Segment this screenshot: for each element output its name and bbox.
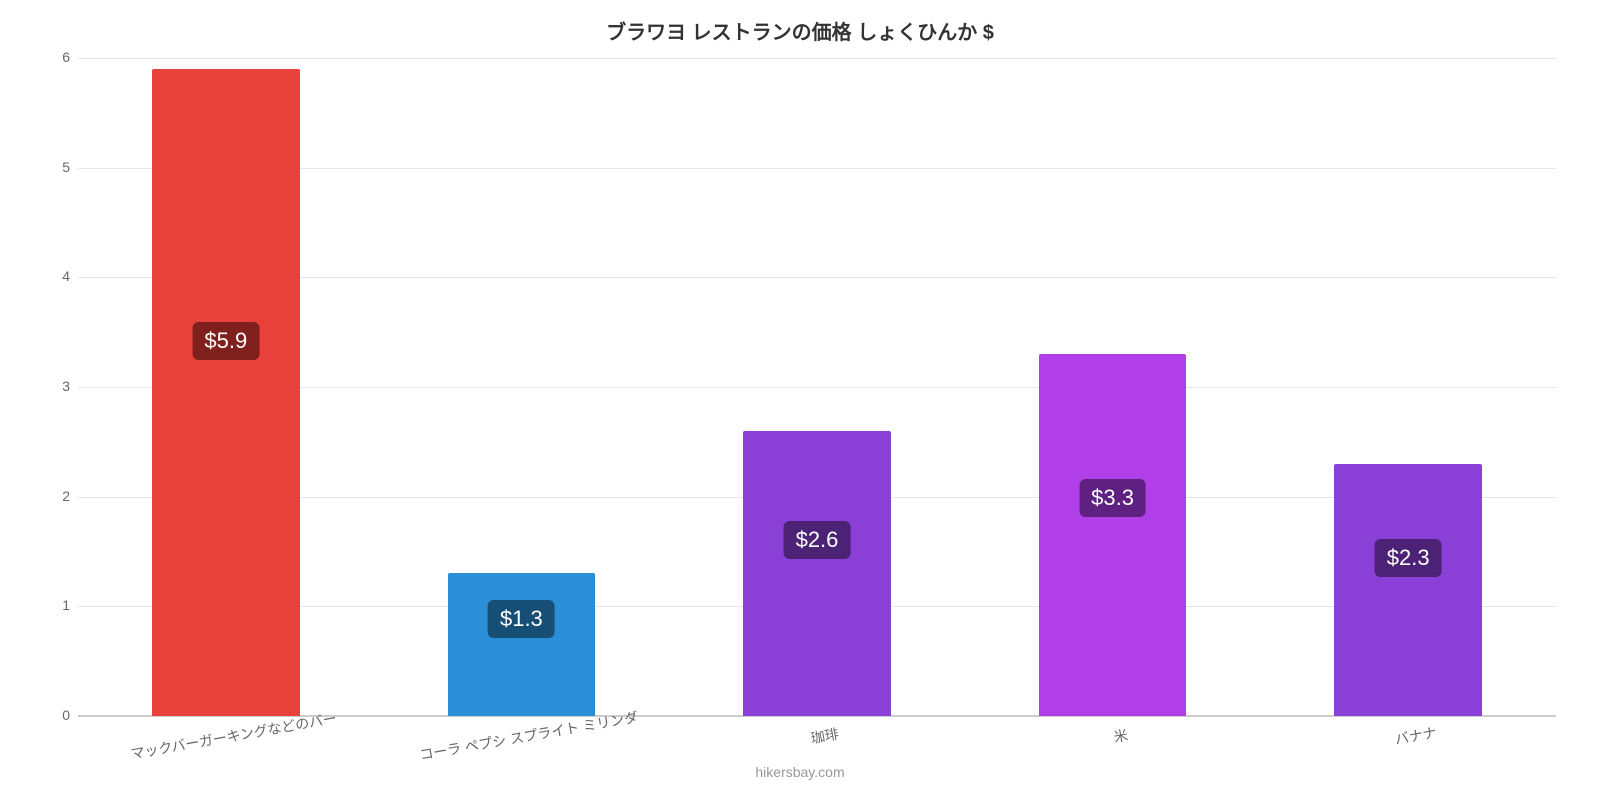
bar-value-label: $1.3 — [488, 600, 555, 638]
bar-value-label: $2.3 — [1375, 539, 1442, 577]
chart-title: ブラワヨ レストランの価格 しょくひんか $ — [0, 16, 1600, 45]
bar — [448, 573, 596, 716]
y-tick-label: 0 — [38, 707, 70, 723]
bar — [1334, 464, 1482, 716]
gridline — [78, 387, 1556, 388]
bar — [1039, 354, 1187, 716]
bar-value-label: $3.3 — [1079, 479, 1146, 517]
bar — [743, 431, 891, 716]
chart-container: ブラワヨ レストランの価格 しょくひんか $ 0123456$5.9マックバーガ… — [0, 0, 1600, 800]
gridline — [78, 168, 1556, 169]
y-tick-label: 6 — [38, 49, 70, 65]
x-tick-label: 米 — [1112, 725, 1129, 747]
attribution: hikersbay.com — [0, 764, 1600, 780]
bar — [152, 69, 300, 716]
bar-value-label: $2.6 — [784, 521, 851, 559]
x-tick-label: バナナ — [1394, 722, 1439, 749]
gridline — [78, 58, 1556, 59]
y-tick-label: 1 — [38, 597, 70, 613]
x-tick-label: 珈琲 — [809, 724, 840, 749]
y-tick-label: 4 — [38, 268, 70, 284]
y-tick-label: 2 — [38, 488, 70, 504]
y-tick-label: 3 — [38, 378, 70, 394]
gridline — [78, 277, 1556, 278]
y-tick-label: 5 — [38, 159, 70, 175]
plot-area: 0123456$5.9マックバーガーキングなどのバー$1.3コーラ ペプシ スプ… — [78, 58, 1556, 716]
bar-value-label: $5.9 — [192, 322, 259, 360]
